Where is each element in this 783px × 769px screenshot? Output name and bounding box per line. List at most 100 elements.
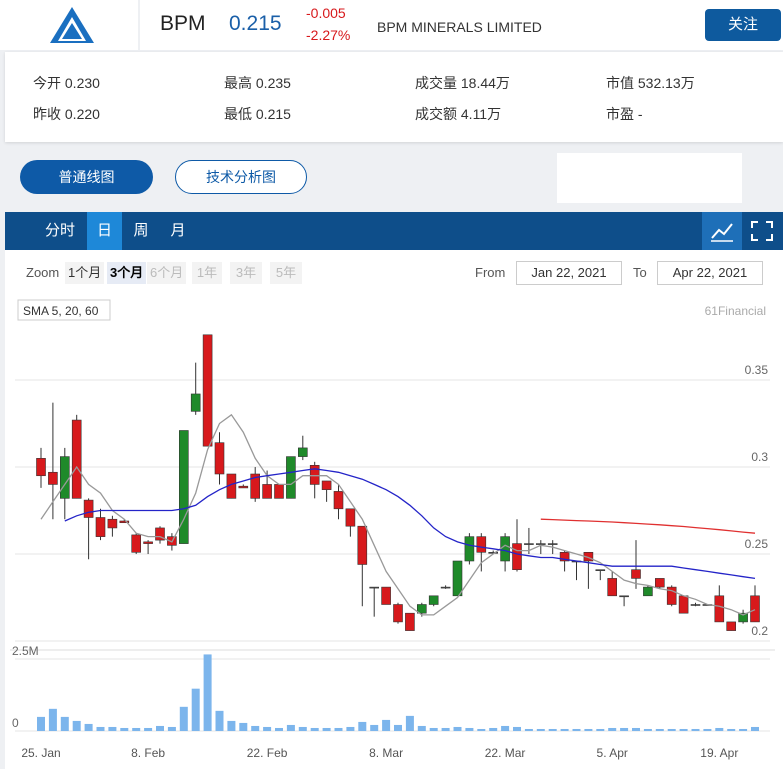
stat: 今开 0.230 (33, 75, 100, 91)
candle-body (357, 525, 368, 565)
company: BPM MINERALS LIMITED (377, 19, 542, 35)
zoom-option[interactable]: 1个月 (65, 262, 105, 284)
candle-body (714, 595, 725, 623)
from-label: From (475, 265, 506, 280)
volume-bar (513, 726, 521, 731)
candle-body (238, 485, 249, 489)
volume-bar (501, 725, 510, 731)
zoom-option[interactable]: 5年 (270, 262, 302, 284)
stat: 最高 0.235 (224, 75, 291, 91)
volume-bar (489, 727, 498, 731)
view-button[interactable]: 普通线图 (20, 160, 153, 194)
zoom-option[interactable]: 1年 (192, 262, 222, 284)
chart-panel (5, 250, 783, 769)
x-tick-label: 8. Feb (131, 746, 165, 760)
tab[interactable]: 日 (87, 212, 122, 250)
from-input[interactable]: Jan 22, 2021 (516, 261, 622, 285)
stat: 昨收 0.220 (33, 106, 100, 122)
chart-icon[interactable] (702, 212, 742, 250)
volume-bar (322, 727, 331, 731)
volume-bar (215, 710, 224, 731)
tab[interactable]: 周 (133, 222, 149, 239)
x-tick-label: 22. Feb (247, 746, 288, 760)
stat: 成交量 18.44万 (415, 75, 510, 91)
volume-bar (144, 727, 153, 731)
candle-body (595, 569, 606, 572)
volume-bar (60, 716, 69, 731)
volume-bar (620, 727, 629, 731)
tab[interactable]: 月 (170, 222, 186, 239)
price: 0.215 (229, 12, 282, 35)
fullscreen-icon[interactable] (750, 220, 774, 242)
volume-bar (441, 727, 450, 731)
candle-body (190, 393, 201, 412)
view-button[interactable]: 技术分析图 (175, 160, 307, 194)
candle-body (512, 543, 522, 570)
stat: 市值 532.13万 (606, 75, 695, 91)
candle-body (500, 536, 510, 562)
candle-body (214, 442, 225, 475)
volume-bar (643, 728, 652, 731)
candle-body (59, 456, 70, 499)
candle-body (405, 612, 415, 631)
volume-bar (727, 728, 736, 731)
stats-panel: 今开 0.230 最高 0.235 成交量 18.44万 市值 532.13万昨收 0… (5, 52, 783, 142)
volume-bar (346, 726, 355, 731)
volume-bar (477, 728, 486, 731)
volume-bar (37, 716, 45, 731)
volume-bar (405, 715, 414, 731)
candle-body (345, 508, 356, 527)
volume-bar (263, 726, 272, 731)
volume-bar (108, 726, 117, 731)
candle-body (559, 551, 570, 562)
candle-body (48, 471, 58, 485)
candle-body (143, 541, 153, 544)
x-tick-label: 5. Apr (597, 746, 628, 760)
volume-bar (703, 728, 712, 731)
y-tick-label: 0.25 (745, 537, 769, 551)
change-pct: -2.27% (306, 27, 351, 43)
indicator-box (17, 299, 111, 321)
volume-bar (572, 728, 581, 731)
candle-body (95, 517, 106, 537)
volume-bar (310, 727, 319, 731)
follow-button[interactable]: 关注 (705, 9, 781, 41)
volume-bar (251, 725, 260, 731)
candle-body (738, 612, 748, 623)
candle-body (262, 484, 272, 499)
candle-body (416, 604, 427, 614)
candle-body (381, 586, 391, 605)
zoom-option[interactable]: 3年 (230, 262, 262, 284)
volume-bar (167, 726, 176, 731)
sma-line (40, 413, 756, 616)
candle-body (250, 473, 260, 499)
volume-bar (453, 726, 462, 731)
volume-tick-label: 2.5M (12, 644, 39, 658)
volume-bar (370, 724, 379, 731)
candle-body (131, 534, 141, 553)
logo (50, 7, 94, 43)
candle-body (83, 499, 94, 518)
candle-body (369, 586, 380, 589)
zoom-option[interactable]: 6个月 (147, 262, 187, 284)
candle-body (36, 458, 46, 477)
tab[interactable]: 分时 (44, 222, 75, 239)
volume-bar (417, 725, 426, 731)
volume-bar (191, 688, 200, 731)
candle-body (631, 569, 641, 579)
volume-bar (679, 728, 688, 731)
sma-line (64, 468, 756, 580)
volume-tick-label: 0 (12, 716, 19, 730)
volume-bar (48, 708, 57, 731)
tab-bar: 分时 日 周 月 (5, 212, 783, 250)
volume-bar (524, 728, 533, 731)
candle-body (155, 527, 165, 541)
candle-body (535, 543, 546, 545)
candle-body (464, 536, 475, 562)
candle-body (333, 491, 344, 510)
zoom-option[interactable]: 3个月 (107, 262, 147, 284)
candle-body (119, 520, 130, 524)
sma-line (540, 518, 756, 534)
to-input[interactable]: Apr 22, 2021 (657, 261, 763, 285)
stat: 最低 0.215 (224, 106, 291, 122)
